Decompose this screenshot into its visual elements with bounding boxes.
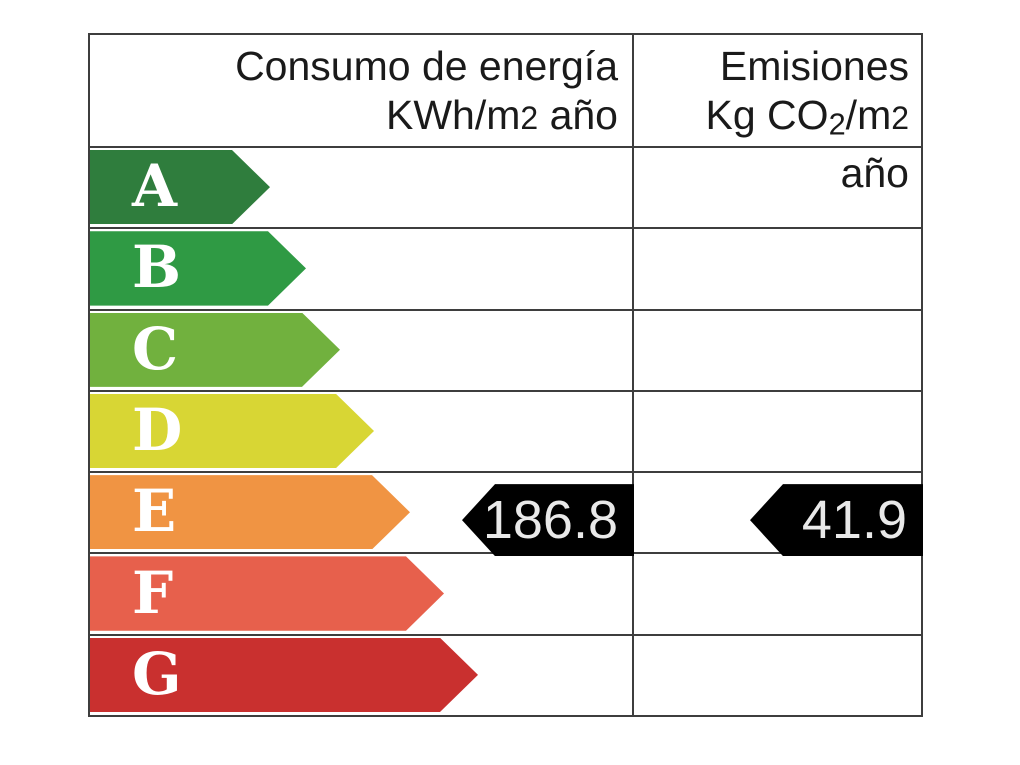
consumo-cell-d: D — [90, 391, 634, 472]
consumo-unit-exponent: 2 — [520, 100, 539, 136]
consumo-cell-e: E 186.8 — [90, 473, 634, 557]
emisiones-unit: Kg CO2/m2 año — [705, 92, 909, 196]
consumo-value: 186.8 — [482, 490, 618, 551]
rating-arrow-e: E — [90, 475, 410, 549]
rating-arrow-b: B — [90, 231, 306, 305]
rating-arrow-g: G — [90, 638, 478, 712]
emisiones-cell-c — [634, 311, 921, 390]
consumo-cell-f: F — [90, 554, 634, 634]
rating-arrow-a: A — [90, 150, 270, 224]
table-header: Consumo de energía KWh/m2 año Emisiones … — [90, 35, 921, 196]
consumo-cell-c: C — [90, 310, 634, 390]
rating-arrow-c: C — [90, 313, 340, 387]
rating-row-a: A — [90, 148, 921, 230]
consumo-title: Consumo de energía — [235, 43, 618, 89]
emisiones-cell-g — [634, 636, 921, 715]
rating-letter-g: G — [132, 639, 182, 708]
consumo-cell-g: G — [90, 635, 634, 715]
consumo-cell-b: B — [90, 229, 634, 309]
rating-row-g: G — [90, 635, 921, 715]
rating-row-c: C — [90, 310, 921, 392]
consumo-header: Consumo de energía KWh/m2 año — [90, 35, 634, 146]
rating-arrow-f: F — [90, 556, 444, 630]
rating-letter-d: D — [132, 395, 183, 464]
rating-row-f: F — [90, 554, 921, 636]
consumo-cell-a: A — [90, 148, 634, 228]
rating-letter-c: C — [132, 314, 179, 383]
rating-letter-f: F — [132, 558, 174, 627]
rating-row-e: E 186.8 41.9 — [90, 473, 923, 557]
emisiones-cell-b — [634, 229, 921, 308]
emisiones-title: Emisiones — [719, 43, 909, 89]
rating-arrow-d: D — [90, 394, 374, 468]
emisiones-value-pointer: 41.9 — [750, 484, 923, 557]
emisiones-cell-e: 41.9 — [634, 473, 923, 557]
rating-table: Consumo de energía KWh/m2 año Emisiones … — [88, 33, 923, 717]
rating-letter-e: E — [132, 477, 177, 546]
rating-letter-b: B — [132, 233, 182, 302]
emisiones-header: Emisiones Kg CO2/m2 año — [634, 35, 921, 196]
consumo-value-pointer: 186.8 — [462, 484, 634, 557]
emisiones-value: 41.9 — [801, 490, 907, 551]
emisiones-cell-d — [634, 392, 921, 471]
rating-row-b: B — [90, 229, 921, 311]
consumo-unit: KWh/m2 año — [386, 92, 618, 138]
emisiones-unit-subscript: 2 — [828, 106, 846, 142]
rating-letter-a: A — [132, 152, 178, 221]
emisiones-cell-a — [634, 148, 921, 227]
emisiones-unit-exponent: 2 — [891, 100, 909, 136]
rating-row-d: D — [90, 391, 921, 474]
emisiones-cell-f — [634, 554, 921, 633]
